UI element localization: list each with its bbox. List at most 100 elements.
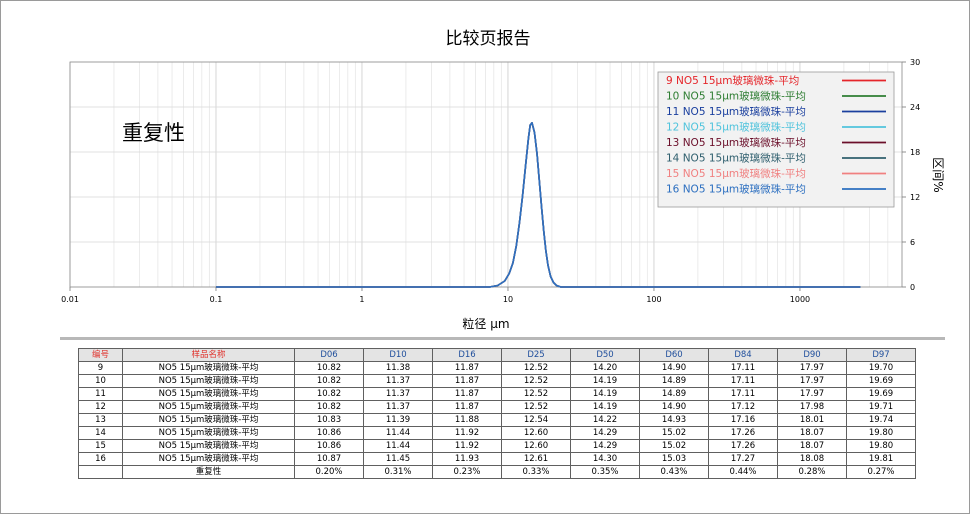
column-header: D90 [777, 348, 847, 362]
table-cell: NO5 15µm玻璃微珠-平均 [122, 361, 295, 375]
chart-annotation: 重复性 [122, 121, 185, 145]
table-cell: 12.60 [501, 439, 571, 453]
table-cell: 14.19 [570, 400, 640, 414]
table-cell: NO5 15µm玻璃微珠-平均 [122, 400, 295, 414]
column-header: D10 [363, 348, 433, 362]
y-tick-label: 12 [910, 193, 920, 202]
table-row: 12 NO5 15µm玻璃微珠-平均 10.82 11.37 11.87 12.52 14.… [78, 400, 916, 414]
table-cell: 12.52 [501, 387, 571, 401]
table-cell: NO5 15µm玻璃微珠-平均 [122, 413, 295, 427]
table-cell: 14.19 [570, 387, 640, 401]
table-cell [78, 465, 123, 479]
table-cell: 11.92 [432, 426, 502, 440]
results-table-container: 编号 样品名称 D06 D10 D16 D25 D50 D60 D84 D90 D97 9 NO5 1… [78, 348, 916, 479]
table-cell: 19.74 [846, 413, 916, 427]
table-cell: 17.97 [777, 387, 847, 401]
table-cell: 11.44 [363, 426, 433, 440]
table-cell: 17.98 [777, 400, 847, 414]
table-cell: 11.88 [432, 413, 502, 427]
table-cell: 11 [78, 387, 123, 401]
table-cell: NO5 15µm玻璃微珠-平均 [122, 452, 295, 466]
table-cell: 17.97 [777, 361, 847, 375]
table-row: 15 NO5 15µm玻璃微珠-平均 10.86 11.44 11.92 12.60 14.… [78, 439, 916, 453]
table-cell: 14.29 [570, 426, 640, 440]
table-cell: 12.54 [501, 413, 571, 427]
legend-entry: 16 NO5 15µm玻璃微珠-平均 [666, 183, 806, 196]
column-header: D25 [501, 348, 571, 362]
distribution-chart: 比较页报告 0.01 0.1 1 10 100 1000 0 6 12 18 24 30 粒径 µm… [61, 29, 945, 331]
table-cell: 19.80 [846, 426, 916, 440]
table-cell: 0.31% [363, 465, 433, 479]
table-cell: 14.20 [570, 361, 640, 375]
table-cell: 11.87 [432, 361, 502, 375]
table-cell: 11.87 [432, 374, 502, 388]
table-cell: 10.83 [294, 413, 364, 427]
table-cell: 0.35% [570, 465, 640, 479]
curve-layer [216, 122, 861, 288]
table-cell: 10.82 [294, 361, 364, 375]
table-cell: 10 [78, 374, 123, 388]
table-cell: 14.93 [639, 413, 709, 427]
table-row: 10 NO5 15µm玻璃微珠-平均 10.82 11.37 11.87 12.52 14.… [78, 374, 916, 388]
table-cell: 11.45 [363, 452, 433, 466]
table-cell: 17.16 [708, 413, 778, 427]
y-axis-label: 区间% [931, 157, 945, 192]
table-row: 13 NO5 15µm玻璃微珠-平均 10.83 11.39 11.88 12.54 14.… [78, 413, 916, 427]
table-cell: 0.20% [294, 465, 364, 479]
chart-legend: 9 NO5 15µm玻璃微珠-平均 10 NO5 15µm玻璃微珠-平均 11 NO… [657, 71, 895, 208]
table-cell: 11.39 [363, 413, 433, 427]
x-tick-label: 1000 [790, 295, 810, 304]
legend-entry: 12 NO5 15µm玻璃微珠-平均 [666, 121, 806, 134]
x-tick-label: 1 [359, 295, 364, 304]
table-cell: NO5 15µm玻璃微珠-平均 [122, 374, 295, 388]
table-cell: 18.08 [777, 452, 847, 466]
table-cell: 11.37 [363, 387, 433, 401]
table-cell: 18.01 [777, 413, 847, 427]
table-cell: 10.82 [294, 400, 364, 414]
y-tick-label: 30 [910, 58, 920, 67]
table-row: 14 NO5 15µm玻璃微珠-平均 10.86 11.44 11.92 12.60 14.… [78, 426, 916, 440]
table-cell: 10.86 [294, 426, 364, 440]
legend-entry: 9 NO5 15µm玻璃微珠-平均 [666, 74, 799, 87]
column-header: D50 [570, 348, 640, 362]
x-axis-label: 粒径 µm [462, 316, 509, 331]
table-cell: 19.69 [846, 374, 916, 388]
legend-entry: 10 NO5 15µm玻璃微珠-平均 [666, 90, 806, 103]
table-cell: 10.86 [294, 439, 364, 453]
table-cell: 9 [78, 361, 123, 375]
table-cell: 10.87 [294, 452, 364, 466]
table-cell: 10.82 [294, 387, 364, 401]
legend-entry: 15 NO5 15µm玻璃微珠-平均 [666, 167, 806, 180]
table-row: 9 NO5 15µm玻璃微珠-平均 10.82 11.38 11.87 12.52 14.2… [78, 361, 916, 375]
table-cell: 11.87 [432, 387, 502, 401]
table-cell: 12.52 [501, 361, 571, 375]
table-cell: 12.60 [501, 426, 571, 440]
table-cell: 14.22 [570, 413, 640, 427]
table-cell: 14 [78, 426, 123, 440]
table-cell: 12 [78, 400, 123, 414]
table-cell: NO5 15µm玻璃微珠-平均 [122, 439, 295, 453]
table-cell: 11.93 [432, 452, 502, 466]
table-body: 9 NO5 15µm玻璃微珠-平均 10.82 11.38 11.87 12.52 14.2… [78, 361, 916, 479]
table-cell: 13 [78, 413, 123, 427]
table-cell: 14.90 [639, 400, 709, 414]
y-axis-ticks: 0 6 12 18 24 30 [902, 58, 920, 292]
table-cell: 18.07 [777, 439, 847, 453]
column-header: D16 [432, 348, 502, 362]
series-line [216, 122, 861, 288]
column-header: 编号 [78, 348, 123, 362]
table-cell: 19.71 [846, 400, 916, 414]
summary-row: 重复性 0.20% 0.31% 0.23% 0.33% 0.35% 0.43% 0.44% 0.… [78, 465, 916, 479]
table-header-row: 编号 样品名称 D06 D10 D16 D25 D50 D60 D84 D90 D97 [78, 348, 916, 362]
x-tick-label: 10 [503, 295, 513, 304]
table-cell: 19.70 [846, 361, 916, 375]
y-tick-label: 18 [910, 148, 920, 157]
table-cell: 14.89 [639, 387, 709, 401]
table-cell: 11.38 [363, 361, 433, 375]
table-cell: 12.52 [501, 400, 571, 414]
legend-entry: 14 NO5 15µm玻璃微珠-平均 [666, 152, 806, 165]
table-cell: 14.30 [570, 452, 640, 466]
chart-title: 比较页报告 [446, 29, 531, 49]
legend-entry: 13 NO5 15µm玻璃微珠-平均 [666, 136, 806, 149]
table-cell: 16 [78, 452, 123, 466]
